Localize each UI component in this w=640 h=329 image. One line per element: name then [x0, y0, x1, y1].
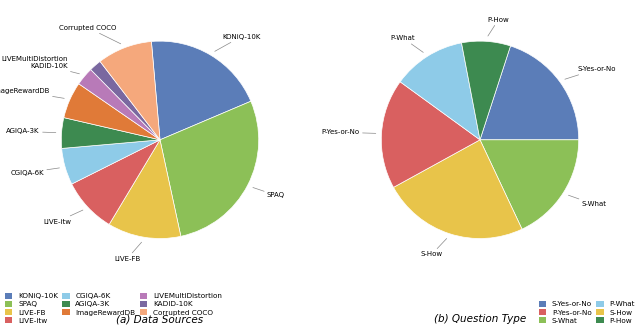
Wedge shape	[480, 140, 579, 229]
Text: CGIQA-6K: CGIQA-6K	[10, 168, 60, 176]
Text: KONiQ-10K: KONiQ-10K	[215, 34, 260, 51]
Legend: KONiQ-10K, SPAQ, LIVE-FB, LIVE-itw, CGIQA-6K, AGIQA-3K, ImageRewardDB, LIVEMulti: KONiQ-10K, SPAQ, LIVE-FB, LIVE-itw, CGIQ…	[4, 291, 223, 325]
Wedge shape	[160, 101, 259, 236]
Wedge shape	[100, 41, 160, 140]
Wedge shape	[381, 82, 480, 188]
Legend: S-Yes-or-No, P-Yes-or-No, S-What, P-What, S-How, P-How: S-Yes-or-No, P-Yes-or-No, S-What, P-What…	[538, 299, 636, 325]
Text: ImageRewardDB: ImageRewardDB	[0, 88, 64, 98]
Wedge shape	[79, 69, 160, 140]
Text: S-Yes-or-No: S-Yes-or-No	[565, 66, 616, 79]
Wedge shape	[64, 84, 160, 140]
Text: LIVE-itw: LIVE-itw	[44, 210, 83, 225]
Text: P-How: P-How	[488, 17, 509, 36]
Wedge shape	[61, 118, 160, 148]
Wedge shape	[400, 43, 480, 140]
Wedge shape	[480, 46, 579, 140]
Text: AGIQA-3K: AGIQA-3K	[6, 128, 56, 135]
Text: LIVEMultiDistortion
KADID-10K: LIVEMultiDistortion KADID-10K	[1, 56, 79, 74]
Text: Corrupted COCO: Corrupted COCO	[59, 25, 121, 44]
Text: S-How: S-How	[420, 239, 447, 257]
Text: P-Yes-or-No: P-Yes-or-No	[322, 129, 376, 135]
Text: (a) Data Sources: (a) Data Sources	[116, 314, 204, 324]
Wedge shape	[461, 41, 511, 140]
Wedge shape	[61, 140, 160, 184]
Wedge shape	[109, 140, 181, 239]
Text: SPAQ: SPAQ	[253, 188, 285, 198]
Text: S-What: S-What	[568, 195, 607, 207]
Text: LIVE-FB: LIVE-FB	[114, 242, 141, 262]
Text: (b) Question Type: (b) Question Type	[434, 314, 526, 324]
Text: P-What: P-What	[391, 35, 423, 52]
Wedge shape	[72, 140, 160, 224]
Wedge shape	[152, 41, 251, 140]
Wedge shape	[394, 140, 522, 239]
Wedge shape	[91, 62, 160, 140]
